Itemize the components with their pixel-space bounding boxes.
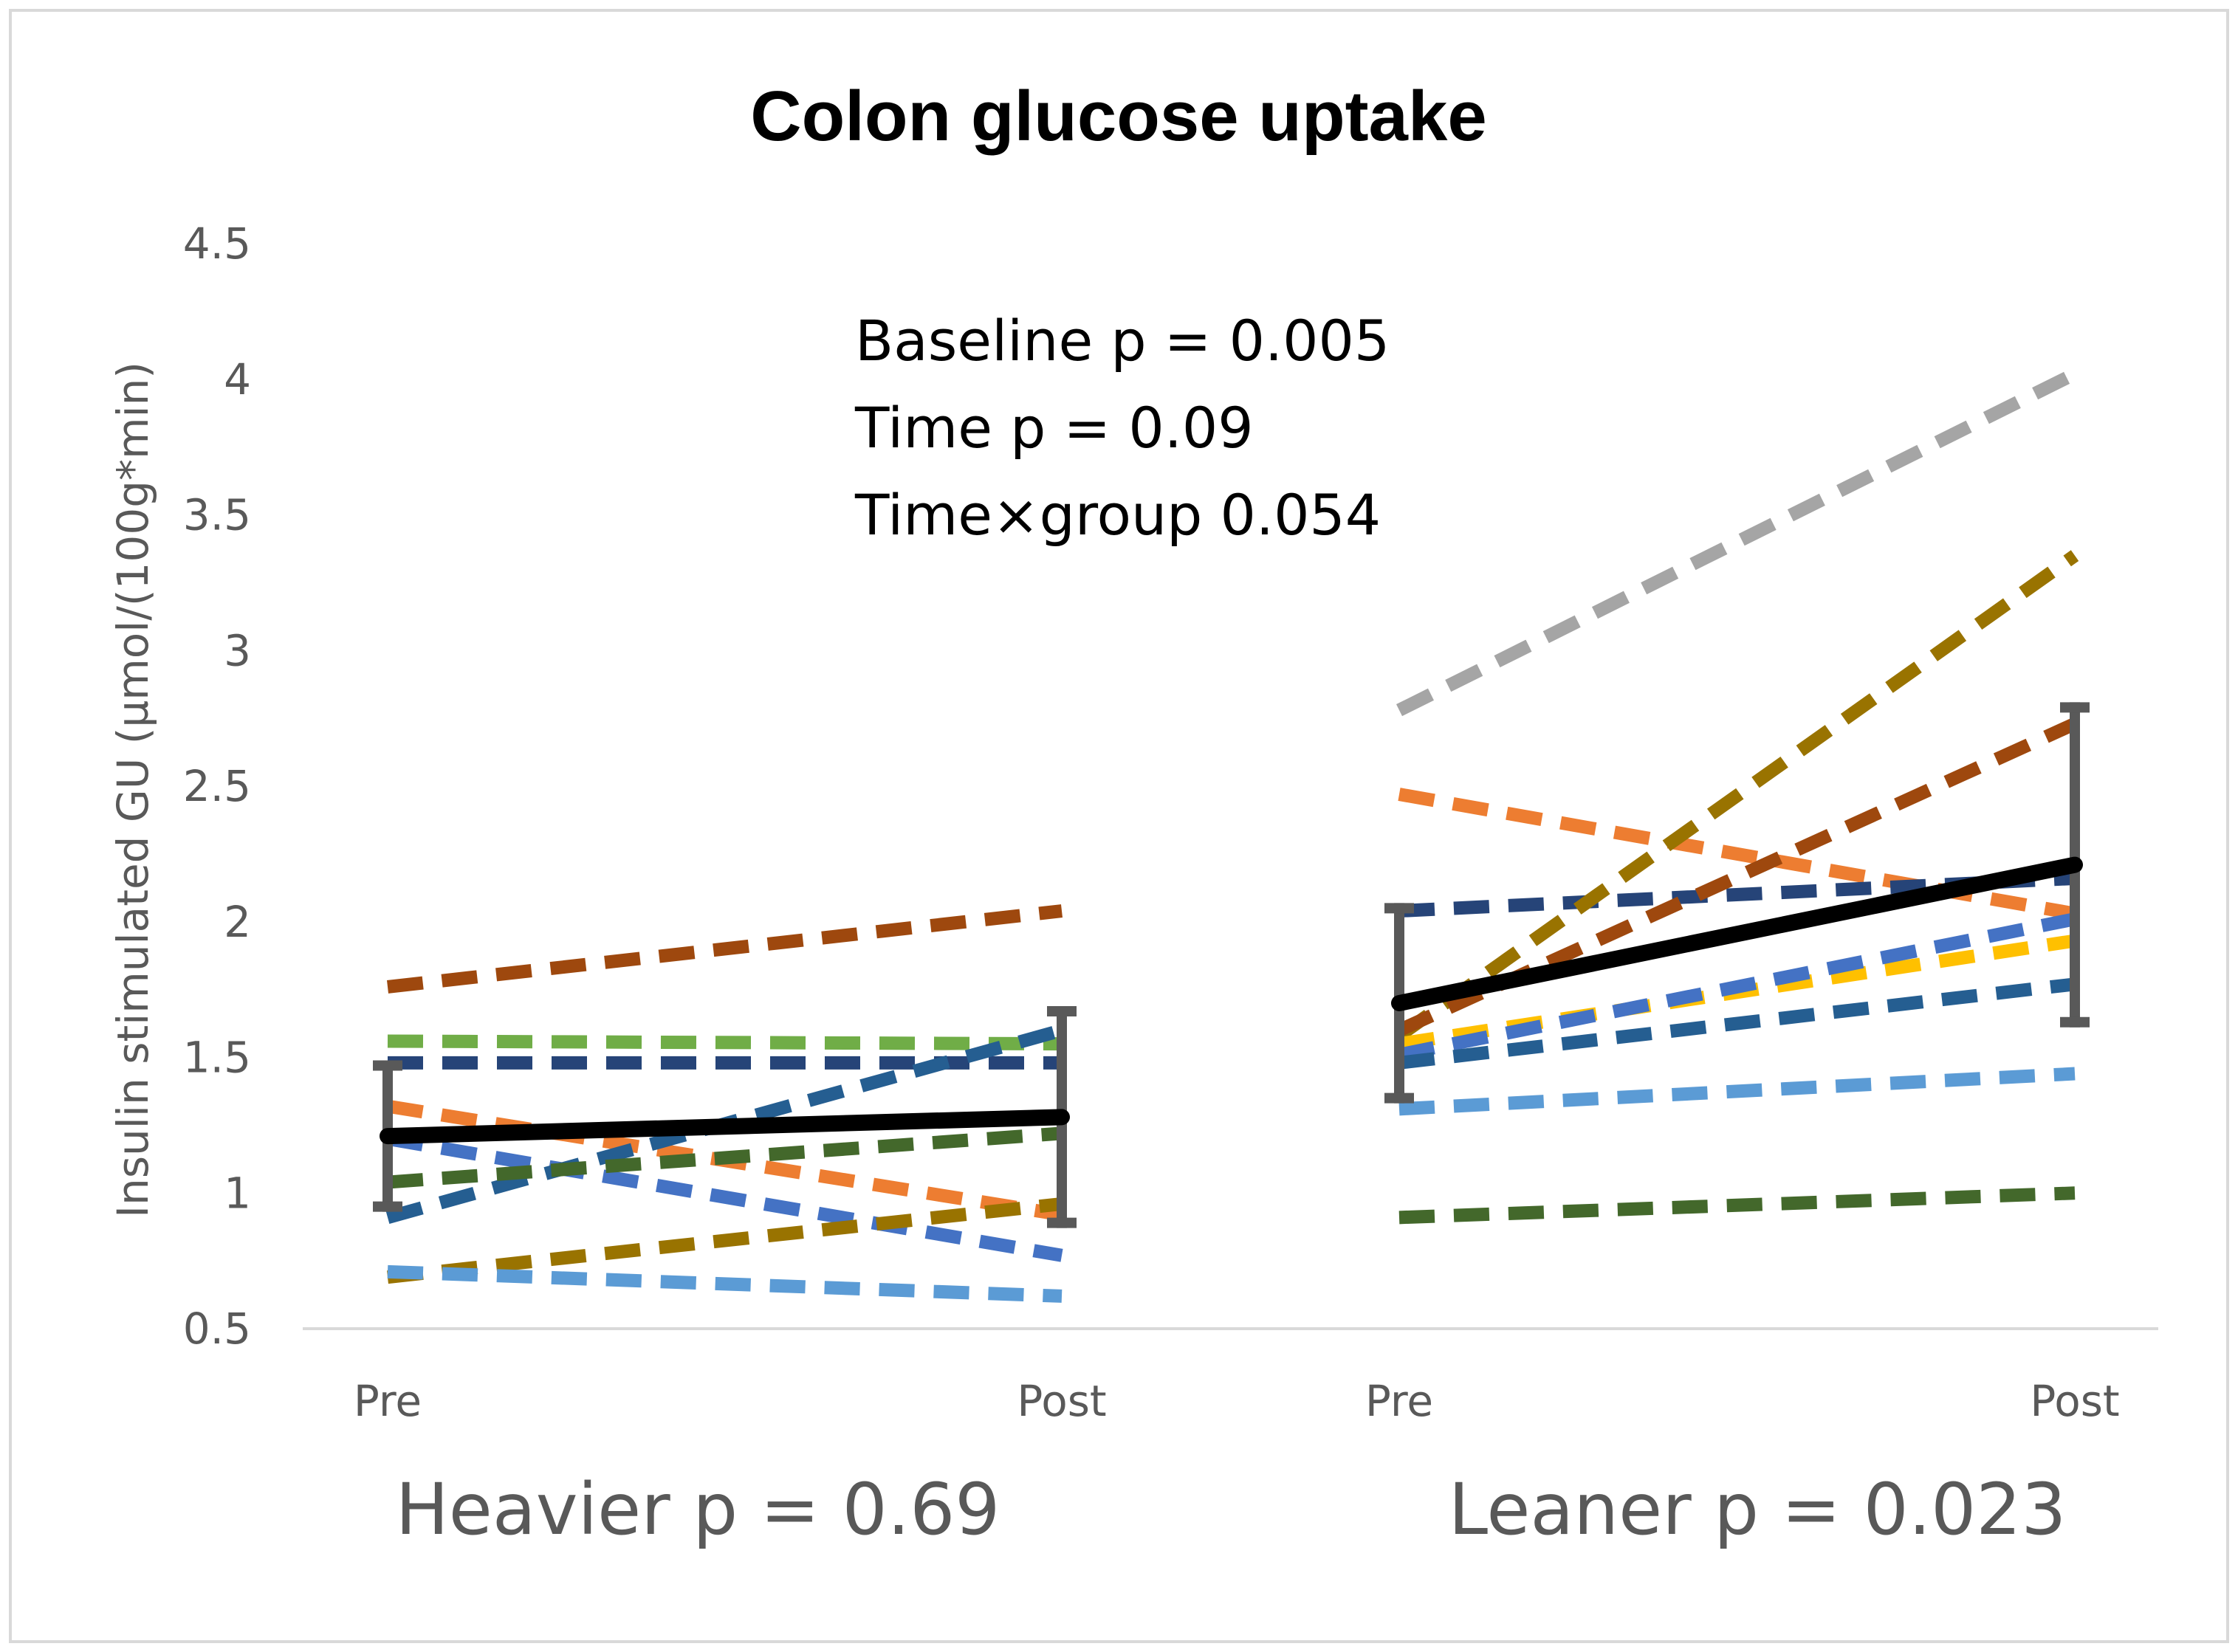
y-tick-label: 2: [224, 897, 251, 947]
chart-plot-area: [373, 368, 2090, 1303]
individual-series-line: [386, 904, 1063, 994]
y-axis-label: Insulin stimulated GU (µmol/(100g*min): [108, 362, 158, 1218]
x-tick-label-leaner-pre: Pre: [1365, 1376, 1433, 1426]
y-tick-label: 4: [224, 354, 251, 405]
individual-series-line: [1395, 550, 2079, 1042]
individual-series-line: [1396, 368, 2079, 717]
individual-series-line: [387, 1197, 1063, 1284]
group-label-heavier: Heavier p = 0.69: [396, 1468, 1000, 1551]
group-leaner: [1384, 368, 2090, 1225]
group-heavier: [373, 904, 1077, 1303]
y-axis-ticks: 0.5 1 1.5 2 2.5 3 3.5 4 4.5: [183, 218, 251, 1354]
x-tick-label-leaner-post: Post: [2030, 1376, 2119, 1426]
group-label-leaner: Leaner p = 0.023: [1449, 1468, 2067, 1551]
individual-series-line: [1398, 1067, 2076, 1116]
individual-series-line: [1398, 912, 2076, 1061]
y-tick-label: 3.5: [183, 490, 251, 540]
y-tick-label: 1: [224, 1168, 251, 1218]
mean-series-line: [1391, 856, 2083, 1011]
y-tick-label: 1.5: [183, 1033, 251, 1083]
individual-series-line: [1398, 1186, 2076, 1225]
chart-border: [9, 9, 2229, 1643]
individual-series-line: [1398, 977, 2076, 1070]
x-tick-label-heavier-post: Post: [1017, 1376, 1106, 1426]
x-tick-label-heavier-pre: Pre: [354, 1376, 422, 1426]
mean-series-line: [380, 1109, 1070, 1145]
annotation-time-group: Time×group 0.054: [854, 482, 1381, 548]
individual-series-line: [387, 1126, 1063, 1189]
y-tick-label: 0.5: [183, 1304, 251, 1354]
chart-title: Colon glucose uptake: [750, 77, 1486, 156]
y-tick-label: 4.5: [183, 218, 251, 269]
annotation-time: Time p = 0.09: [854, 395, 1254, 461]
y-tick-label: 3: [224, 625, 251, 675]
annotation-baseline: Baseline p = 0.005: [855, 308, 1390, 374]
y-tick-label: 2.5: [183, 761, 251, 811]
individual-series-line: [386, 1132, 1063, 1262]
individual-series-line: [387, 1034, 1063, 1051]
individual-series-line: [387, 1264, 1063, 1303]
